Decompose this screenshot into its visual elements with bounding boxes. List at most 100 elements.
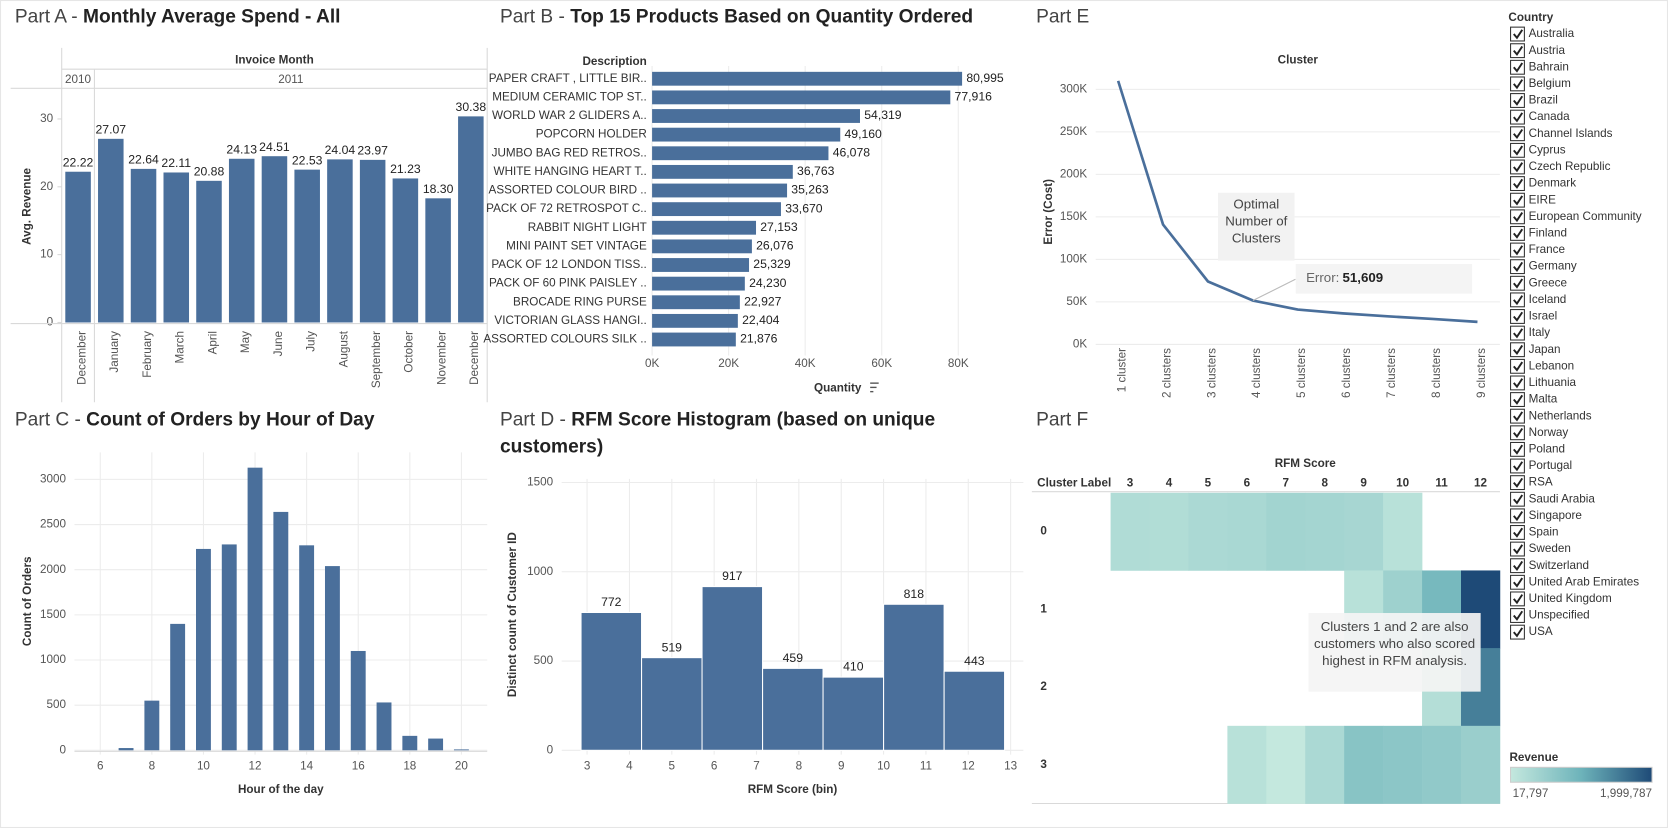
checkbox[interactable] bbox=[1510, 491, 1525, 507]
checkbox[interactable] bbox=[1510, 43, 1525, 59]
x-tick-label: 40K bbox=[795, 357, 816, 370]
checkbox[interactable] bbox=[1510, 574, 1525, 590]
country-option[interactable]: Czech Republic bbox=[1510, 159, 1611, 175]
country-option[interactable]: France bbox=[1510, 242, 1565, 258]
country-option[interactable]: EIRE bbox=[1510, 192, 1557, 208]
checkbox[interactable] bbox=[1510, 225, 1525, 241]
country-option[interactable]: Lebanon bbox=[1510, 358, 1575, 374]
checkmark bbox=[1513, 627, 1524, 638]
country-option[interactable]: Channel Islands bbox=[1510, 126, 1613, 142]
checkbox[interactable] bbox=[1510, 109, 1525, 125]
country-option[interactable]: Italy bbox=[1510, 325, 1551, 341]
tooltip-box: Error: 51,609 bbox=[1295, 264, 1473, 295]
bar bbox=[883, 603, 945, 751]
y-tick-label: 1500 bbox=[527, 476, 553, 489]
value-label: 22.22 bbox=[63, 155, 94, 169]
checkbox[interactable] bbox=[1510, 292, 1525, 308]
bar bbox=[144, 700, 160, 751]
country-option[interactable]: Denmark bbox=[1510, 176, 1577, 192]
country-option[interactable]: USA bbox=[1510, 624, 1553, 640]
checkbox[interactable] bbox=[1510, 624, 1525, 640]
column-label: 5 bbox=[1205, 476, 1212, 489]
country-option[interactable]: Norway bbox=[1510, 425, 1569, 441]
country-option[interactable]: United Kingdom bbox=[1510, 591, 1612, 607]
checkbox[interactable] bbox=[1510, 142, 1525, 158]
country-label: Italy bbox=[1529, 326, 1551, 339]
checkbox[interactable] bbox=[1510, 159, 1525, 175]
country-option[interactable]: Japan bbox=[1510, 342, 1561, 358]
x-tick-label: December bbox=[468, 331, 481, 385]
checkbox[interactable] bbox=[1510, 508, 1525, 524]
checkbox[interactable] bbox=[1510, 76, 1525, 92]
checkmark bbox=[1513, 278, 1524, 289]
country-option[interactable]: Sweden bbox=[1510, 541, 1571, 557]
country-label: Malta bbox=[1529, 393, 1558, 406]
country-option[interactable]: Bahrain bbox=[1510, 59, 1569, 75]
checkbox[interactable] bbox=[1510, 275, 1525, 291]
country-option[interactable]: Spain bbox=[1510, 525, 1559, 540]
heat-cell bbox=[1149, 492, 1189, 571]
country-label: Denmark bbox=[1529, 177, 1577, 190]
checkbox[interactable] bbox=[1510, 358, 1525, 374]
country-option[interactable]: European Community bbox=[1510, 209, 1642, 225]
country-option[interactable]: Australia bbox=[1510, 26, 1575, 42]
chart-title: Part B - Top 15 Products Based on Quantit… bbox=[500, 3, 1000, 30]
country-option[interactable]: Germany bbox=[1510, 259, 1577, 275]
checkbox[interactable] bbox=[1510, 441, 1525, 457]
checkbox[interactable] bbox=[1510, 59, 1525, 75]
checkbox[interactable] bbox=[1510, 458, 1525, 474]
country-option[interactable]: Cyprus bbox=[1510, 142, 1566, 158]
country-option[interactable]: RSA bbox=[1510, 475, 1553, 491]
checkbox[interactable] bbox=[1510, 325, 1525, 341]
country-option[interactable]: Saudi Arabia bbox=[1510, 491, 1596, 507]
checkbox[interactable] bbox=[1510, 242, 1525, 258]
checkbox[interactable] bbox=[1510, 176, 1525, 192]
checkmark bbox=[1513, 228, 1524, 239]
country-option[interactable]: Unspecified bbox=[1510, 608, 1590, 623]
checkbox[interactable] bbox=[1510, 209, 1525, 225]
country-label: Iceland bbox=[1529, 293, 1567, 306]
country-option[interactable]: Poland bbox=[1510, 441, 1565, 457]
country-option[interactable]: Israel bbox=[1510, 309, 1558, 324]
country-option[interactable]: Belgium bbox=[1510, 76, 1571, 92]
country-option[interactable]: Brazil bbox=[1510, 93, 1558, 108]
country-option[interactable]: Iceland bbox=[1510, 292, 1567, 308]
checkbox[interactable] bbox=[1510, 558, 1525, 574]
y-tick-label: 2500 bbox=[40, 518, 66, 531]
country-option[interactable]: Lithuania bbox=[1510, 375, 1577, 391]
checkbox[interactable] bbox=[1510, 408, 1525, 424]
checkbox[interactable] bbox=[1510, 26, 1525, 42]
checkbox[interactable] bbox=[1510, 259, 1525, 275]
country-option[interactable]: Netherlands bbox=[1510, 408, 1592, 424]
country-option[interactable]: Canada bbox=[1510, 109, 1571, 125]
x-tick-label: 6 bbox=[711, 759, 718, 772]
checkbox[interactable] bbox=[1510, 309, 1525, 324]
checkbox[interactable] bbox=[1510, 392, 1525, 407]
checkbox[interactable] bbox=[1510, 342, 1525, 358]
checkmark bbox=[1513, 328, 1524, 339]
checkbox[interactable] bbox=[1510, 591, 1525, 607]
country-option[interactable]: United Arab Emirates bbox=[1510, 574, 1640, 590]
country-option[interactable]: Switzerland bbox=[1510, 558, 1589, 574]
bar bbox=[652, 295, 740, 310]
checkbox[interactable] bbox=[1510, 541, 1525, 557]
checkbox[interactable] bbox=[1510, 375, 1525, 391]
country-option[interactable]: Finland bbox=[1510, 225, 1567, 241]
checkbox[interactable] bbox=[1510, 475, 1525, 491]
country-option[interactable]: Greece bbox=[1510, 275, 1567, 291]
country-label: Norway bbox=[1529, 426, 1569, 439]
checkbox[interactable] bbox=[1510, 126, 1525, 142]
row-label: 2 bbox=[1040, 680, 1047, 693]
country-option[interactable]: Malta bbox=[1510, 392, 1558, 407]
checkbox[interactable] bbox=[1510, 93, 1525, 108]
checkbox[interactable] bbox=[1510, 525, 1525, 540]
country-option[interactable]: Singapore bbox=[1510, 508, 1582, 524]
y-tick-label: 1000 bbox=[40, 653, 66, 666]
country-option[interactable]: Portugal bbox=[1510, 458, 1573, 474]
x-tick-label: 3 bbox=[584, 759, 591, 772]
checkbox[interactable] bbox=[1510, 192, 1525, 208]
checkbox[interactable] bbox=[1510, 608, 1525, 623]
checkbox[interactable] bbox=[1510, 425, 1525, 441]
country-option[interactable]: Austria bbox=[1510, 43, 1566, 59]
checkmark bbox=[1513, 527, 1524, 538]
